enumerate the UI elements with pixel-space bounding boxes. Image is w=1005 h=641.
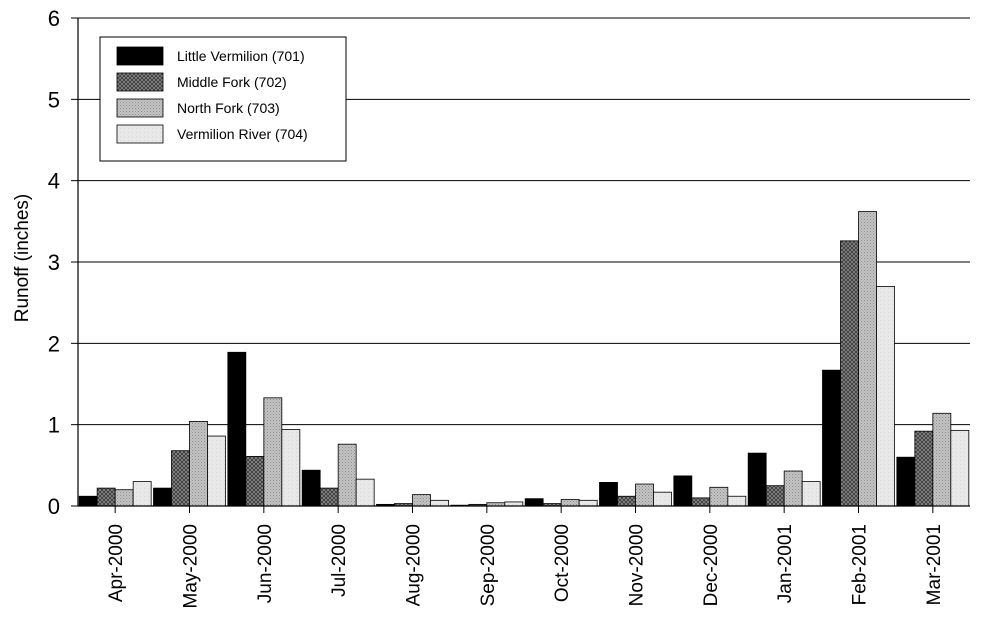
y-tick-label: 2 (48, 331, 60, 356)
bar-feb-2001-series-2 (840, 240, 859, 507)
bar-feb-2001-series-4 (876, 285, 895, 507)
legend-label-2: Middle Fork (702) (177, 74, 287, 90)
x-tick-label: Apr-2000 (106, 524, 127, 602)
y-tick-labels: 0 1 2 3 4 5 6 (48, 6, 78, 519)
y-tick-label: 5 (48, 87, 60, 112)
bar-jul-2000-series-4 (355, 478, 375, 507)
bar-may-2000-series-4 (207, 435, 226, 507)
bar-mar-2001-series-2 (914, 430, 934, 507)
x-tick-label: Jul-2000 (329, 524, 350, 597)
bar-apr-2000-series-4 (132, 481, 152, 507)
bar-may-2000-series-3 (189, 421, 208, 507)
y-tick-label: 0 (48, 494, 60, 519)
y-tick-label: 6 (48, 6, 60, 31)
legend-label-4: Vermilion River (704) (177, 126, 308, 142)
x-tick-label: May-2000 (181, 524, 202, 609)
legend-swatch-2 (116, 72, 164, 92)
y-tick-label: 3 (48, 250, 60, 275)
x-tick-label: Jan-2001 (775, 524, 796, 603)
legend-swatch-4 (116, 124, 164, 144)
bar-feb-2001-series-1 (822, 369, 841, 507)
x-tick-label: Dec-2000 (701, 524, 722, 606)
x-tick-label: Jun-2000 (255, 524, 276, 603)
bar-jan-2001-series-2 (765, 485, 785, 507)
bar-jan-2001-series-4 (801, 481, 821, 507)
legend-swatch-1 (116, 46, 164, 66)
bar-jun-2000-series-1 (227, 351, 247, 507)
bar-apr-2000-series-1 (78, 495, 98, 507)
bar-jan-2001-series-1 (747, 452, 767, 507)
bars (78, 211, 970, 507)
x-tick-label: Feb-2001 (850, 524, 871, 605)
bar-oct-2000-series-1 (524, 498, 544, 507)
bar-oct-2000-series-3 (560, 499, 580, 507)
y-tick-label: 4 (48, 169, 60, 194)
bar-nov-2000-series-2 (617, 495, 636, 507)
bar-dec-2000-series-3 (709, 486, 729, 507)
y-axis-title: Runoff (inches) (12, 194, 33, 323)
bar-may-2000-series-1 (153, 487, 172, 507)
bar-jan-2001-series-3 (783, 470, 803, 507)
legend-swatch-3 (116, 98, 164, 118)
bar-jul-2000-series-1 (301, 469, 321, 507)
bar-feb-2001-series-3 (858, 211, 877, 507)
legend: Little Vermilion (701) Middle Fork (702) N… (99, 36, 347, 162)
legend-label-3: North Fork (703) (177, 100, 280, 116)
x-tick-label: Oct-2000 (552, 524, 573, 602)
bar-dec-2000-series-2 (691, 497, 711, 507)
bar-mar-2001-series-1 (896, 456, 916, 507)
bar-aug-2000-series-4 (430, 499, 449, 507)
bar-aug-2000-series-3 (412, 494, 431, 507)
bar-may-2000-series-2 (171, 450, 190, 507)
x-tick-label: Mar-2001 (924, 524, 945, 605)
y-tick-label: 1 (48, 413, 60, 438)
x-tick-label: Sep-2000 (478, 524, 499, 606)
bar-mar-2001-series-3 (932, 412, 952, 507)
bar-sep-2000-series-4 (504, 501, 524, 507)
bar-apr-2000-series-2 (96, 487, 116, 507)
x-tick-label: Nov-2000 (627, 524, 648, 606)
bar-mar-2001-series-4 (950, 429, 970, 507)
bar-jun-2000-series-2 (245, 455, 265, 507)
bar-oct-2000-series-4 (578, 499, 598, 507)
bar-nov-2000-series-3 (635, 483, 654, 507)
bar-nov-2000-series-4 (653, 491, 672, 507)
bar-apr-2000-series-3 (114, 489, 134, 507)
x-tick-labels: Apr-2000 May-2000 Jun-2000 Jul-2000 Aug-2000… (106, 506, 945, 609)
x-tick-label: Aug-2000 (404, 524, 425, 606)
bar-jun-2000-series-3 (263, 397, 283, 507)
bar-dec-2000-series-4 (727, 495, 747, 507)
bar-nov-2000-series-1 (599, 482, 618, 507)
legend-label-1: Little Vermilion (701) (177, 48, 305, 64)
bar-jun-2000-series-4 (281, 429, 301, 507)
bar-jul-2000-series-3 (337, 443, 357, 507)
bar-dec-2000-series-1 (673, 475, 693, 507)
bar-jul-2000-series-2 (319, 487, 339, 507)
